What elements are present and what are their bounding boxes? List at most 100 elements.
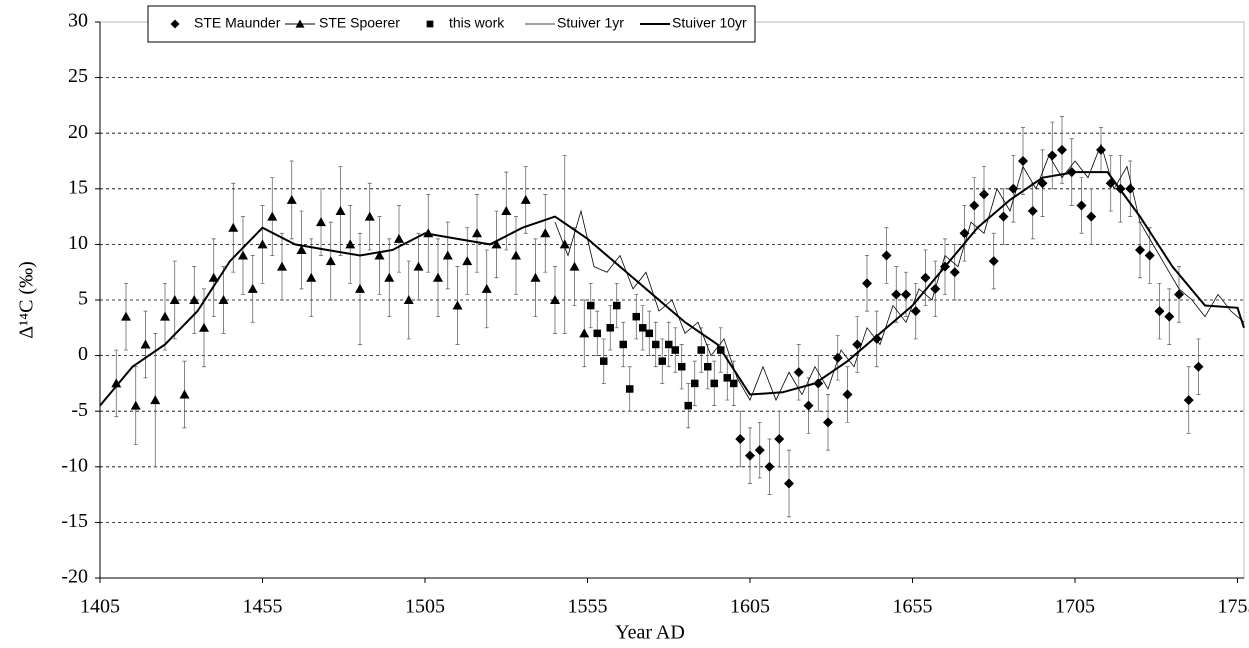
diamond-marker bbox=[754, 445, 765, 456]
y-tick-label: 5 bbox=[78, 288, 88, 310]
diamond-marker bbox=[1018, 156, 1028, 166]
triangle-marker bbox=[267, 211, 278, 221]
diamond-marker bbox=[1027, 206, 1038, 217]
square-marker bbox=[665, 340, 673, 349]
triangle-marker bbox=[501, 206, 512, 216]
x-tick-label: 1755 bbox=[1218, 596, 1249, 618]
diamond-marker bbox=[862, 278, 872, 289]
diamond-marker bbox=[871, 333, 882, 344]
x-tick-label: 1605 bbox=[730, 596, 770, 618]
x-axis-label: Year AD bbox=[615, 622, 685, 644]
triangle-marker bbox=[130, 400, 141, 410]
legend-label: STE Maunder bbox=[194, 15, 281, 31]
legend-marker bbox=[295, 19, 305, 28]
triangle-marker bbox=[335, 206, 346, 216]
diamond-marker bbox=[949, 267, 960, 278]
diamond-marker bbox=[852, 339, 863, 350]
square-marker bbox=[678, 362, 686, 371]
triangle-marker bbox=[569, 261, 580, 271]
triangle-marker bbox=[199, 322, 209, 332]
y-tick-label: 10 bbox=[68, 232, 88, 254]
square-marker bbox=[697, 346, 705, 354]
triangle-marker bbox=[169, 295, 180, 304]
diamond-marker bbox=[1037, 178, 1048, 189]
diamond-marker bbox=[784, 478, 794, 489]
y-tick-label: 0 bbox=[78, 343, 88, 365]
y-axis-label: Δ¹⁴C (‰) bbox=[16, 261, 38, 339]
diamond-marker bbox=[842, 389, 853, 400]
diamond-marker bbox=[881, 250, 892, 261]
triangle-marker bbox=[111, 378, 122, 388]
square-marker bbox=[606, 324, 614, 332]
diamond-marker bbox=[979, 189, 989, 200]
diamond-marker bbox=[1164, 311, 1175, 322]
triangle-marker bbox=[364, 211, 375, 221]
diamond-marker bbox=[774, 434, 785, 444]
y-tick-label: 15 bbox=[68, 176, 88, 198]
y-tick-label: 25 bbox=[68, 65, 88, 87]
y-tick-label: 20 bbox=[68, 121, 88, 143]
legend-marker bbox=[170, 19, 180, 29]
x-tick-label: 1505 bbox=[405, 596, 445, 618]
diamond-marker bbox=[1076, 200, 1087, 211]
square-marker bbox=[632, 312, 640, 321]
triangle-marker bbox=[540, 228, 551, 238]
diamond-marker bbox=[920, 272, 931, 283]
square-marker bbox=[645, 329, 653, 338]
square-marker bbox=[652, 340, 660, 349]
triangle-marker bbox=[160, 311, 170, 321]
square-marker bbox=[704, 362, 712, 371]
triangle-marker bbox=[257, 239, 268, 249]
diamond-marker bbox=[823, 417, 833, 428]
square-marker bbox=[730, 379, 738, 388]
line bbox=[99, 171, 1245, 407]
y-tick-label: -5 bbox=[71, 399, 88, 421]
triangle-marker bbox=[394, 233, 404, 243]
triangle-marker bbox=[247, 283, 258, 293]
triangle-marker bbox=[345, 239, 356, 249]
triangle-marker bbox=[472, 228, 482, 238]
legend-label: Stuiver 10yr bbox=[672, 15, 747, 31]
legend-label: Stuiver 1yr bbox=[557, 15, 624, 31]
legend-label: this work bbox=[449, 15, 505, 31]
diamond-marker bbox=[1154, 306, 1165, 317]
diamond-marker bbox=[813, 378, 824, 389]
triangle-marker bbox=[530, 272, 541, 282]
triangle-marker bbox=[462, 256, 473, 266]
diamond-marker bbox=[1047, 150, 1058, 161]
triangle-marker bbox=[374, 250, 385, 260]
square-marker bbox=[658, 357, 666, 365]
diamond-marker bbox=[1193, 361, 1204, 372]
triangle-marker bbox=[296, 244, 307, 254]
square-marker bbox=[600, 357, 608, 365]
triangle-marker bbox=[384, 272, 395, 282]
x-tick-label: 1705 bbox=[1055, 596, 1095, 618]
diamond-marker bbox=[1135, 244, 1145, 255]
triangle-marker bbox=[491, 239, 502, 249]
diamond-marker bbox=[891, 289, 902, 300]
triangle-marker bbox=[277, 261, 287, 271]
triangle-marker bbox=[559, 239, 570, 249]
triangle-marker bbox=[286, 194, 297, 204]
square-marker bbox=[723, 374, 731, 382]
diamond-marker bbox=[803, 400, 814, 411]
square-marker bbox=[671, 346, 679, 354]
legend-label: STE Spoerer bbox=[319, 15, 400, 31]
diamond-marker bbox=[832, 352, 843, 363]
triangle-marker bbox=[218, 295, 229, 304]
triangle-marker bbox=[520, 194, 531, 204]
y-tick-label: 30 bbox=[68, 10, 88, 32]
square-marker bbox=[639, 324, 647, 332]
square-marker bbox=[710, 379, 718, 388]
y-tick-label: -20 bbox=[61, 566, 88, 588]
x-tick-label: 1455 bbox=[243, 596, 283, 618]
legend-marker bbox=[426, 20, 434, 28]
diamond-marker bbox=[745, 450, 755, 461]
triangle-marker bbox=[179, 389, 190, 399]
triangle-marker bbox=[228, 222, 239, 232]
diamond-marker bbox=[793, 367, 804, 378]
triangle-marker bbox=[238, 250, 248, 260]
x-tick-label: 1655 bbox=[893, 596, 933, 618]
diamond-marker bbox=[901, 289, 911, 300]
